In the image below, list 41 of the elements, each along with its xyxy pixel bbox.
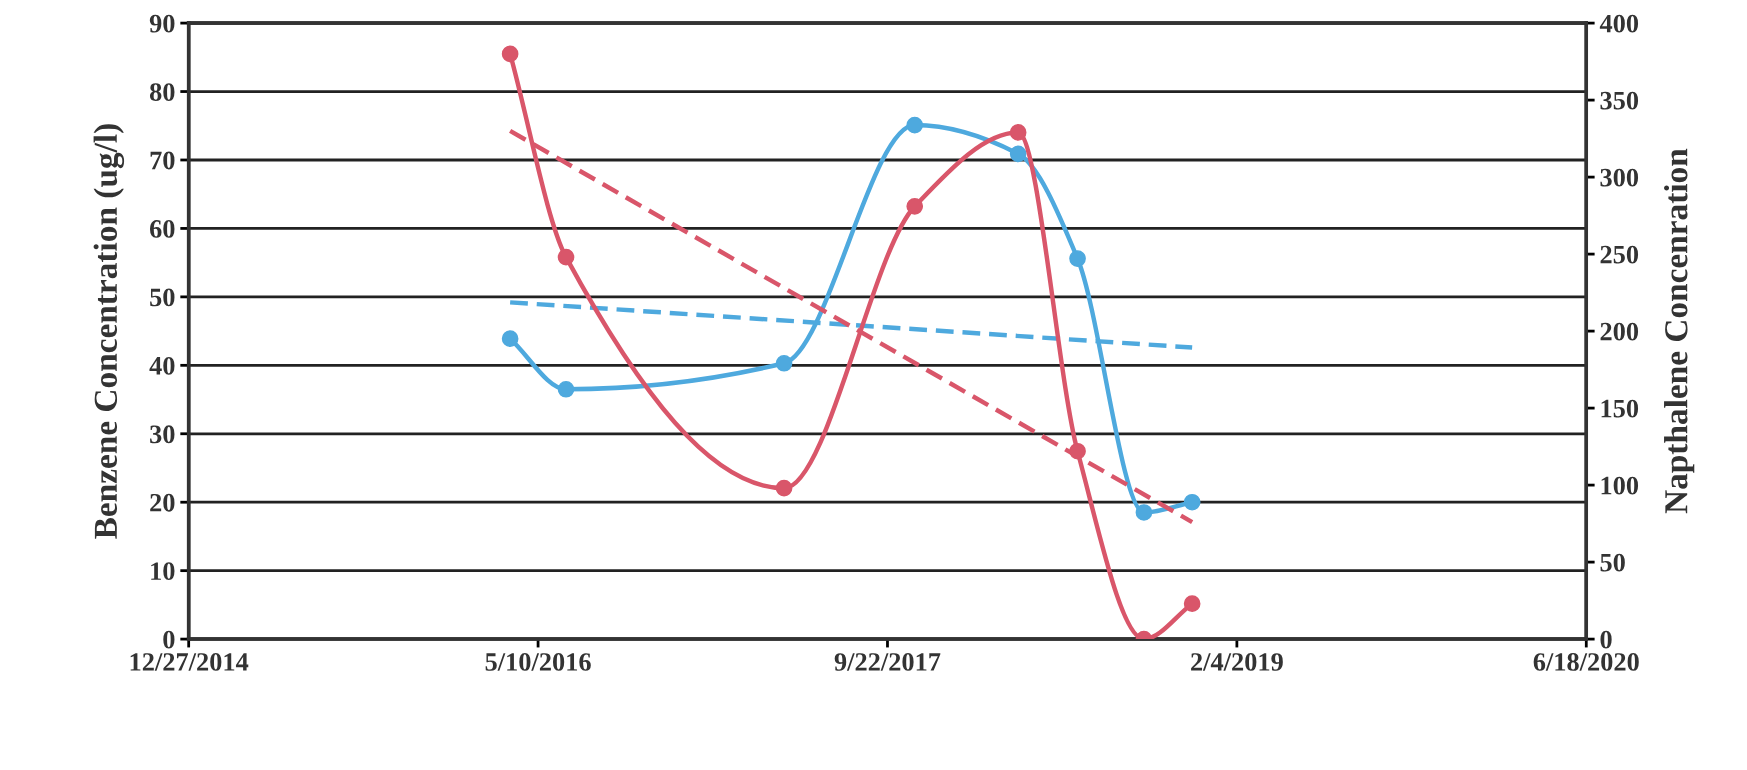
y-tick-label: 20 (150, 493, 175, 512)
point (775, 479, 793, 497)
y2-axis-title: Napthalene Concenration (1664, 148, 1695, 514)
y2-tick-label: 200 (1600, 322, 1639, 341)
y-tick-label: 0 (163, 630, 175, 649)
point (501, 330, 519, 347)
point (906, 198, 924, 215)
point (1183, 595, 1201, 613)
y-axis-title: Benzene Concentration (ug/l) (93, 124, 125, 539)
point (906, 116, 924, 134)
point (501, 45, 519, 63)
y2-tick-label: 50 (1600, 553, 1625, 572)
point (557, 380, 575, 398)
point (1009, 124, 1027, 141)
y2-tick-label: 300 (1600, 168, 1639, 187)
y2-tick-label: 150 (1601, 399, 1639, 418)
x-tick-label: 5/10/2016 (485, 653, 591, 671)
x-tick-label: 2/4/2019 (1191, 653, 1283, 671)
y-tick-label: 80 (149, 83, 175, 101)
y2-tick-label: 0 (1600, 630, 1612, 649)
point (1135, 504, 1153, 521)
y2-tick-label: 250 (1600, 245, 1639, 264)
y-tick-label: 30 (150, 425, 175, 444)
point (1069, 442, 1086, 460)
point (775, 354, 793, 372)
y-tick-label: 40 (149, 356, 175, 375)
y-tick-label: 90 (149, 14, 175, 33)
point (1069, 250, 1086, 267)
y2-tick-label: 350 (1600, 91, 1639, 110)
y-tick-label: 60 (150, 220, 175, 238)
y-tick-label: 10 (151, 562, 175, 581)
point (557, 248, 575, 266)
x-tick-label: 9/22/2017 (834, 653, 941, 671)
y-tick-label: 50 (150, 288, 175, 307)
x-tick-label: 6/18/2020 (1533, 653, 1639, 671)
y2-tick-label: 400 (1599, 14, 1639, 33)
point (1183, 493, 1201, 511)
y-tick-label: 70 (150, 151, 175, 170)
point (1009, 145, 1027, 163)
x-tick-label: 12/27/2014 (130, 653, 249, 671)
y2-tick-label: 100 (1601, 476, 1639, 495)
